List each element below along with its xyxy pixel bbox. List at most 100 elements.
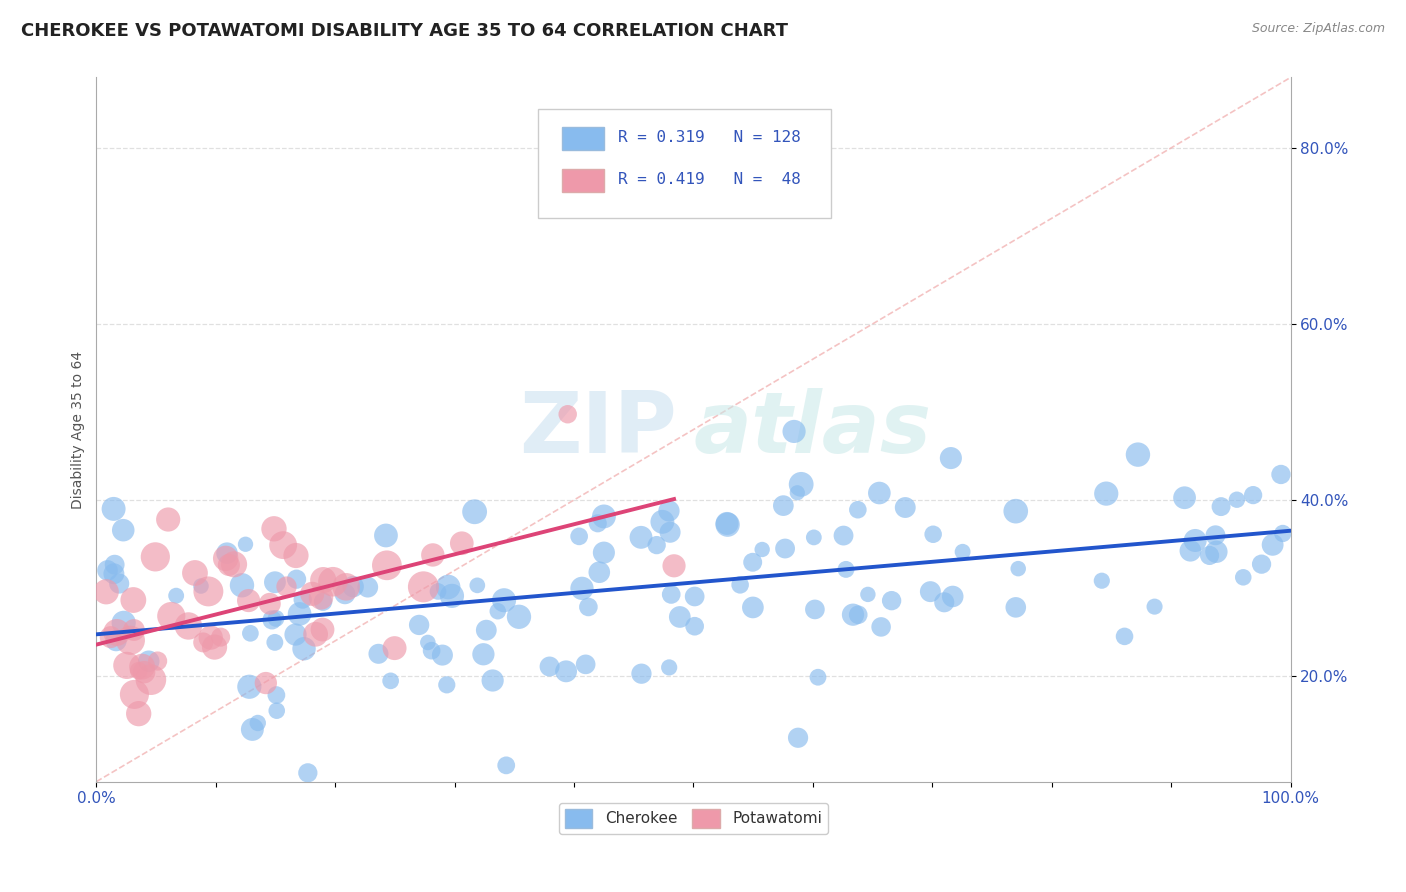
Cherokee bbox=[475, 623, 498, 637]
Potawatomi bbox=[254, 676, 277, 690]
Text: Source: ZipAtlas.com: Source: ZipAtlas.com bbox=[1251, 22, 1385, 36]
Cherokee bbox=[856, 587, 879, 601]
Cherokee bbox=[1226, 492, 1249, 507]
Cherokee bbox=[835, 562, 858, 576]
Cherokee bbox=[215, 546, 238, 560]
Cherokee bbox=[105, 633, 128, 648]
FancyBboxPatch shape bbox=[538, 109, 831, 219]
Cherokee bbox=[240, 723, 263, 737]
Cherokee bbox=[1205, 545, 1227, 559]
Cherokee bbox=[783, 425, 806, 439]
Cherokee bbox=[103, 502, 125, 516]
Cherokee bbox=[659, 525, 682, 540]
Cherokee bbox=[728, 578, 751, 592]
Potawatomi bbox=[218, 558, 240, 572]
Cherokee bbox=[436, 678, 458, 692]
Cherokee bbox=[264, 575, 287, 590]
Cherokee bbox=[1270, 467, 1292, 482]
Cherokee bbox=[586, 516, 609, 531]
Potawatomi bbox=[285, 549, 308, 563]
Cherokee bbox=[939, 451, 962, 466]
Cherokee bbox=[588, 566, 610, 580]
Cherokee bbox=[575, 657, 598, 672]
Potawatomi bbox=[139, 673, 162, 687]
Cherokee bbox=[427, 584, 450, 599]
Cherokee bbox=[894, 500, 917, 515]
Cherokee bbox=[741, 600, 763, 615]
Potawatomi bbox=[276, 580, 298, 594]
Cherokee bbox=[440, 589, 463, 603]
Cherokee bbox=[264, 611, 287, 625]
Cherokee bbox=[842, 607, 865, 622]
Cherokee bbox=[1004, 504, 1026, 518]
Cherokee bbox=[165, 589, 187, 603]
Cherokee bbox=[807, 670, 830, 684]
Cherokee bbox=[880, 593, 903, 607]
Cherokee bbox=[717, 517, 740, 532]
Potawatomi bbox=[132, 665, 155, 680]
Cherokee bbox=[1091, 574, 1114, 588]
Potawatomi bbox=[384, 641, 406, 656]
Cherokee bbox=[832, 528, 855, 542]
Cherokee bbox=[773, 541, 796, 556]
Cherokee bbox=[659, 587, 682, 601]
Cherokee bbox=[804, 602, 827, 616]
Potawatomi bbox=[311, 623, 333, 637]
Potawatomi bbox=[335, 580, 357, 594]
Cherokee bbox=[751, 542, 773, 557]
Cherokee bbox=[790, 477, 813, 491]
Cherokee bbox=[266, 688, 288, 702]
Cherokee bbox=[263, 635, 285, 649]
Potawatomi bbox=[557, 407, 579, 421]
Cherokee bbox=[246, 716, 269, 731]
Cherokee bbox=[420, 643, 443, 657]
Cherokee bbox=[645, 538, 668, 552]
Cherokee bbox=[291, 592, 314, 607]
Cherokee bbox=[312, 595, 335, 609]
Potawatomi bbox=[209, 630, 232, 644]
Potawatomi bbox=[322, 574, 344, 589]
Potawatomi bbox=[193, 635, 215, 649]
Cherokee bbox=[658, 504, 681, 518]
Cherokee bbox=[333, 587, 356, 601]
Cherokee bbox=[1126, 448, 1149, 462]
Cherokee bbox=[138, 654, 160, 668]
Cherokee bbox=[630, 530, 652, 544]
Potawatomi bbox=[131, 659, 153, 673]
Potawatomi bbox=[214, 551, 236, 566]
Cherokee bbox=[741, 555, 763, 569]
Cherokee bbox=[787, 731, 810, 745]
Cherokee bbox=[416, 635, 439, 649]
Cherokee bbox=[103, 566, 125, 581]
Potawatomi bbox=[309, 591, 332, 605]
Cherokee bbox=[1095, 486, 1118, 500]
Cherokee bbox=[555, 665, 578, 679]
Y-axis label: Disability Age 35 to 64: Disability Age 35 to 64 bbox=[72, 351, 86, 508]
Cherokee bbox=[571, 582, 593, 596]
Cherokee bbox=[651, 515, 673, 529]
Cherokee bbox=[920, 584, 942, 599]
Cherokee bbox=[1232, 570, 1254, 584]
Cherokee bbox=[772, 499, 794, 513]
Text: R = 0.319   N = 128: R = 0.319 N = 128 bbox=[619, 130, 801, 145]
Potawatomi bbox=[197, 584, 219, 599]
Potawatomi bbox=[271, 538, 294, 552]
Cherokee bbox=[292, 641, 315, 656]
Potawatomi bbox=[177, 619, 200, 633]
Cherokee bbox=[508, 609, 530, 624]
Cherokee bbox=[342, 580, 364, 594]
Potawatomi bbox=[143, 549, 166, 564]
Potawatomi bbox=[450, 536, 472, 550]
Potawatomi bbox=[115, 658, 138, 673]
Cherokee bbox=[357, 580, 380, 594]
Potawatomi bbox=[100, 630, 122, 644]
Cherokee bbox=[465, 578, 488, 592]
Cherokee bbox=[375, 528, 398, 542]
Cherokee bbox=[112, 523, 135, 537]
Text: ZIP: ZIP bbox=[519, 388, 676, 471]
Cherokee bbox=[104, 558, 127, 572]
Potawatomi bbox=[160, 609, 183, 624]
Cherokee bbox=[231, 578, 253, 592]
Cherokee bbox=[870, 620, 893, 634]
Potawatomi bbox=[120, 633, 142, 648]
